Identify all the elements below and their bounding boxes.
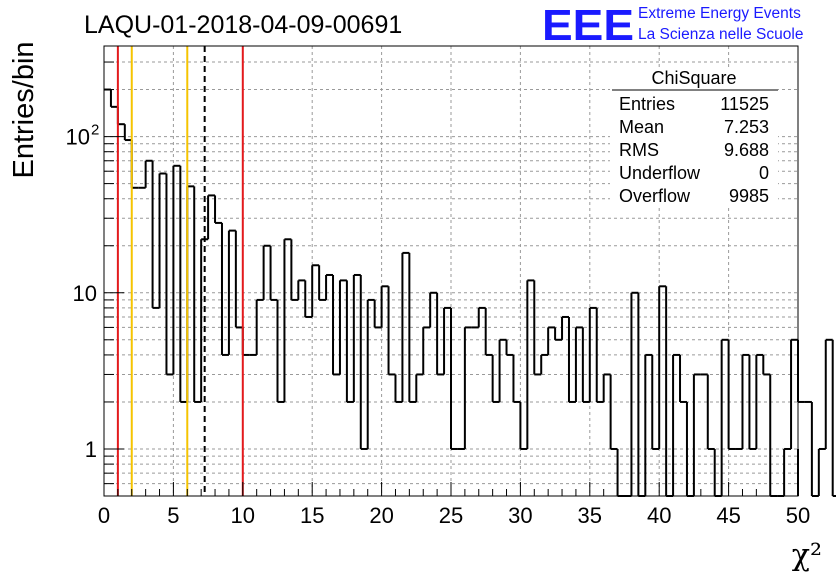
y-tick-label: 10	[73, 281, 97, 306]
x-tick-label: 15	[300, 503, 324, 528]
reference-lines	[116, 46, 244, 496]
stats-label-underflow: Underflow	[619, 163, 701, 183]
stats-label-entries: Entries	[619, 94, 675, 114]
histogram	[104, 88, 836, 497]
stats-value-mean: 7.253	[724, 117, 769, 137]
x-tick-label: 40	[647, 503, 671, 528]
stats-value-underflow: 0	[759, 163, 769, 183]
logo-mark: EEE	[542, 1, 634, 50]
stats-box: ChiSquare Entries 11525 Mean 7.253 RMS 9…	[610, 68, 778, 208]
x-tick-label: 30	[508, 503, 532, 528]
y-tick-exponent: 2	[91, 122, 99, 139]
axis-ticks	[103, 61, 799, 497]
y-tick-label: 1	[85, 437, 97, 462]
chart-title: LAQU-01-2018-04-09-00691	[84, 11, 402, 39]
x-tick-label: 35	[578, 503, 602, 528]
stats-value-rms: 9.688	[724, 140, 769, 160]
y-axis-label: Entries/bin	[8, 41, 40, 178]
x-tick-label: 20	[369, 503, 393, 528]
x-tick-label: 45	[716, 503, 740, 528]
stats-box-title: ChiSquare	[651, 68, 736, 88]
x-tick-label: 25	[439, 503, 463, 528]
x-tick-label: 5	[167, 503, 179, 528]
logo-line-2: La Scienza nelle Scuole	[638, 26, 803, 43]
logo-line-1: Extreme Energy Events	[638, 5, 801, 22]
stats-label-overflow: Overflow	[619, 186, 691, 206]
stats-label-mean: Mean	[619, 117, 664, 137]
x-tick-label: 0	[98, 503, 110, 528]
y-tick-label: 10	[66, 125, 90, 150]
x-tick-label: 10	[231, 503, 255, 528]
stats-value-entries: 11525	[720, 94, 769, 114]
stats-value-overflow: 9985	[729, 186, 769, 206]
x-tick-labels: 0 5 10 15 20 25 30 35 40 45 50	[98, 503, 810, 528]
x-tick-label: 50	[786, 503, 810, 528]
x-axis-label: χ²	[792, 538, 822, 572]
eee-logo: EEE Extreme Energy Events La Scienza nel…	[542, 1, 803, 50]
stats-box-background	[610, 68, 778, 208]
stats-label-rms: RMS	[619, 140, 659, 160]
